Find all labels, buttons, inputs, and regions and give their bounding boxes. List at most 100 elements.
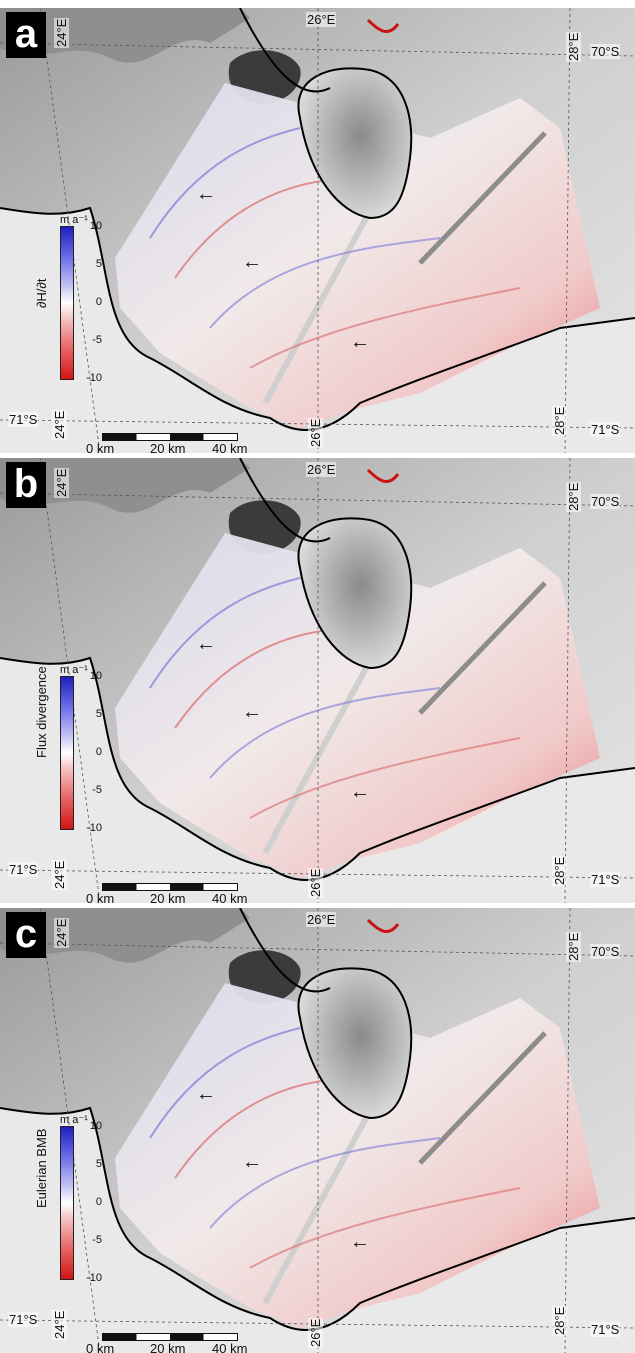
colorbar-tick: 5 xyxy=(95,258,102,270)
colorbar-unit: m a⁻¹ xyxy=(60,214,88,226)
colorbar-title: Eulerian BMB xyxy=(34,1128,49,1208)
map-canvas xyxy=(0,458,635,903)
thinning-field xyxy=(115,83,600,428)
thinning-field xyxy=(115,533,600,878)
flow-band xyxy=(149,127,301,239)
arrow-marker: ← xyxy=(350,781,370,803)
lon-label-bottom-28: 28°E xyxy=(552,405,567,436)
graticule xyxy=(0,419,635,429)
arrow-marker: ← xyxy=(242,701,262,723)
colorbar-tick: -10 xyxy=(86,372,102,384)
scale-label-mid: 20 km xyxy=(150,441,186,453)
colorbar-tick: -5 xyxy=(92,784,102,796)
panel-label: c xyxy=(6,912,46,958)
colorbar-tick: -10 xyxy=(86,1272,102,1284)
panel-label: b xyxy=(6,462,46,508)
lat-label-71-left: 71°S xyxy=(8,1312,39,1327)
colorbar-tick: 0 xyxy=(95,1196,102,1208)
grounding-line xyxy=(239,458,331,543)
lat-label-71-right: 71°S xyxy=(590,422,621,437)
scale-bar xyxy=(102,1333,238,1341)
ice-rise xyxy=(297,967,413,1120)
flow-band xyxy=(149,1027,301,1139)
colorbar-tick: 0 xyxy=(95,746,102,758)
data-gap-stripe-dark xyxy=(418,581,547,715)
colorbar-tick: -5 xyxy=(92,1234,102,1246)
coastline xyxy=(0,1106,635,1331)
colorbar-tick: 0 xyxy=(95,296,102,308)
map-canvas xyxy=(0,908,635,1353)
colorbar-tick: -10 xyxy=(86,822,102,834)
colorbar-tick: 10 xyxy=(89,1120,102,1132)
graticule xyxy=(0,1319,635,1329)
flow-band xyxy=(149,577,301,689)
lon-label-top-26: 26°E xyxy=(306,12,337,27)
colorbar-tick: 5 xyxy=(95,1158,102,1170)
flow-band xyxy=(209,1137,441,1229)
lat-label-70: 70°S xyxy=(590,494,621,509)
sea-ice-area xyxy=(0,658,635,903)
lon-label-top-26: 26°E xyxy=(306,912,337,927)
flow-band xyxy=(209,237,441,329)
panel-label: a xyxy=(6,12,46,58)
scale-label-start: 0 km xyxy=(86,1341,115,1353)
graticule xyxy=(564,8,571,453)
ice-rise xyxy=(297,67,413,220)
flow-band xyxy=(209,687,441,779)
colorbar-title: ∂H/∂t xyxy=(34,278,49,308)
graticule xyxy=(0,42,635,57)
scale-label-mid: 20 km xyxy=(150,1341,186,1353)
lon-label-top-28: 28°E xyxy=(566,931,581,962)
scale-bar xyxy=(102,433,238,441)
scale-bar xyxy=(102,883,238,891)
lat-label-71-right: 71°S xyxy=(590,1322,621,1337)
map-panel: b 24°E 26°E 28°E 70°S 71°S 24°E 26°E 28°… xyxy=(0,458,635,903)
graticule xyxy=(0,869,635,879)
lon-label-top-26: 26°E xyxy=(306,462,337,477)
lon-label-top-24: 24°E xyxy=(54,917,69,948)
scale-label-mid: 20 km xyxy=(150,891,186,903)
thinning-field xyxy=(115,983,600,1328)
lon-label-bottom-26: 26°E xyxy=(308,1317,323,1348)
grounding-line xyxy=(239,8,331,93)
lon-label-bottom-28: 28°E xyxy=(552,855,567,886)
graticule xyxy=(0,942,635,957)
map-canvas xyxy=(0,8,635,453)
arrow-marker: ← xyxy=(196,633,216,655)
graticule xyxy=(564,908,571,1353)
arrow-marker: ← xyxy=(196,1083,216,1105)
colorbar xyxy=(60,226,74,380)
grounding-line xyxy=(239,908,331,993)
arrow-marker: ← xyxy=(350,331,370,353)
lon-label-top-24: 24°E xyxy=(54,17,69,48)
colorbar xyxy=(60,676,74,830)
map-panel: c 24°E 26°E 28°E 70°S 71°S 24°E 26°E 28°… xyxy=(0,908,635,1353)
ice-rise xyxy=(297,517,413,670)
lat-label-71-left: 71°S xyxy=(8,412,39,427)
scale-label-start: 0 km xyxy=(86,441,115,453)
scale-label-end: 40 km xyxy=(212,891,248,903)
data-gap-stripe-dark xyxy=(418,131,547,265)
lat-label-70: 70°S xyxy=(590,944,621,959)
arrow-marker: ← xyxy=(242,251,262,273)
arrow-marker: ← xyxy=(196,183,216,205)
graticule xyxy=(564,458,571,903)
flow-band xyxy=(249,287,521,369)
coastline xyxy=(0,206,635,431)
data-gap-stripe-dark xyxy=(418,1031,547,1165)
lon-label-top-28: 28°E xyxy=(566,481,581,512)
lon-label-bottom-24: 24°E xyxy=(52,1309,67,1340)
coastline xyxy=(0,656,635,881)
lon-label-top-28: 28°E xyxy=(566,31,581,62)
feature-red xyxy=(366,468,400,484)
flow-band xyxy=(249,737,521,819)
lon-label-top-24: 24°E xyxy=(54,467,69,498)
lon-label-bottom-28: 28°E xyxy=(552,1305,567,1336)
lon-label-bottom-24: 24°E xyxy=(52,409,67,440)
colorbar-tick: 10 xyxy=(89,670,102,682)
lat-label-71-right: 71°S xyxy=(590,872,621,887)
map-panel: a 24°E 26°E 28°E 70°S 71°S 24°E 26°E 28°… xyxy=(0,8,635,453)
flow-band xyxy=(249,1187,521,1269)
graticule xyxy=(0,492,635,507)
sea-ice-area xyxy=(0,1108,635,1353)
